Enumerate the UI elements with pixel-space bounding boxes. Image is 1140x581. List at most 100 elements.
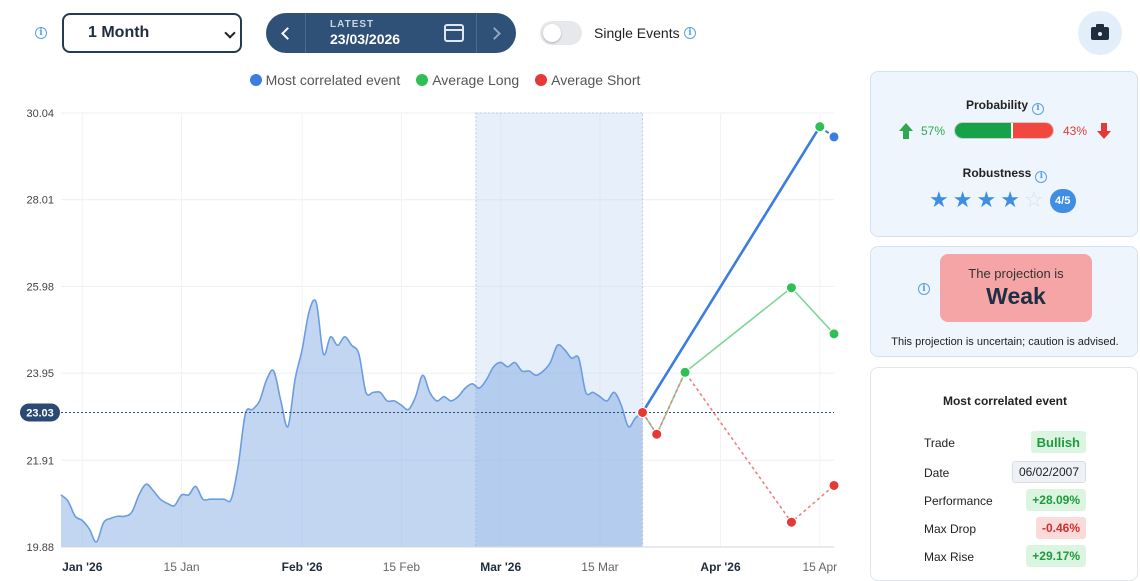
probability-title: Probability bbox=[965, 98, 1028, 112]
probability-bar-long bbox=[955, 123, 1011, 138]
legend-label: Most correlated event bbox=[265, 72, 401, 88]
legend-marker bbox=[416, 74, 429, 86]
probability-heading: Probability i bbox=[871, 98, 1139, 115]
projection-info-icon[interactable]: i bbox=[918, 283, 930, 295]
series-point-average-long bbox=[814, 121, 826, 133]
series-point-average-short bbox=[785, 516, 797, 528]
highlight-band bbox=[475, 112, 644, 548]
period-info-icon[interactable]: i bbox=[35, 27, 47, 39]
series-point-average-short bbox=[828, 479, 840, 491]
camera-icon bbox=[1091, 24, 1109, 40]
long-probability: 57% bbox=[921, 124, 946, 138]
robustness-title: Robustness bbox=[962, 166, 1032, 180]
legend-item-most-correlated[interactable]: Most correlated event bbox=[249, 72, 401, 88]
single-events-label: Single Events bbox=[594, 25, 680, 41]
y-tick-label: 21.91 bbox=[26, 455, 54, 467]
probability-bar-short bbox=[1010, 123, 1053, 138]
current-value-label: 23.03 bbox=[26, 407, 54, 419]
max-rise-value: +29.17% bbox=[1026, 545, 1086, 567]
calendar-icon[interactable] bbox=[444, 24, 464, 42]
y-tick-label: 28.01 bbox=[26, 195, 54, 207]
y-tick-label: 23.95 bbox=[26, 368, 54, 380]
series-line-average-short bbox=[641, 370, 835, 524]
single-events-toggle[interactable] bbox=[540, 21, 582, 45]
robustness-heading: Robustness i bbox=[871, 166, 1139, 183]
x-tick-label: 15 Jan bbox=[164, 560, 200, 574]
projection-panel: i The projection is Weak This projection… bbox=[870, 246, 1138, 357]
max-rise-row: Max Rise +29.17% bbox=[924, 545, 1086, 567]
date-value: 06/02/2007 bbox=[1011, 461, 1086, 483]
legend-marker bbox=[249, 74, 262, 86]
series-line-most-correlated-event bbox=[641, 125, 821, 414]
performance-row: Performance +28.09% bbox=[924, 489, 1086, 511]
series-point-average-long bbox=[785, 282, 797, 294]
x-tick-label: Jan '26 bbox=[62, 560, 103, 574]
history-area bbox=[61, 299, 643, 547]
previous-date-button[interactable] bbox=[266, 13, 306, 53]
star-empty-icon: ☆ bbox=[1023, 188, 1044, 213]
y-tick-label: 25.98 bbox=[26, 281, 54, 293]
toggle-knob bbox=[543, 24, 561, 42]
projection-label: The projection is bbox=[968, 266, 1064, 281]
trade-value: Bullish bbox=[1030, 431, 1086, 453]
next-date-button[interactable] bbox=[476, 13, 516, 53]
series-point-most-correlated bbox=[828, 131, 840, 143]
projection-note: This projection is uncertain; caution is… bbox=[891, 336, 1119, 348]
correlated-event-title: Most correlated event bbox=[942, 394, 1068, 408]
probability-info-icon[interactable]: i bbox=[1032, 102, 1044, 115]
period-select[interactable]: 1 Month bbox=[62, 13, 242, 53]
date-row: Date 06/02/2007 bbox=[924, 461, 1086, 483]
latest-date: 23/03/2026 bbox=[330, 31, 401, 47]
star-filled-icon: ★ bbox=[952, 188, 973, 213]
legend-item-average-short[interactable]: Average Short bbox=[535, 72, 640, 88]
x-tick-label: 15 Apr bbox=[802, 560, 837, 574]
probability-bar bbox=[954, 122, 1054, 139]
chevron-right-icon bbox=[488, 26, 501, 40]
series-point-average-long bbox=[828, 328, 840, 340]
max-drop-label: Max Drop bbox=[924, 522, 977, 536]
performance-label: Performance bbox=[924, 494, 993, 508]
series-point-average-short bbox=[651, 428, 663, 440]
series-point-origin bbox=[637, 406, 649, 418]
arrow-up-icon bbox=[899, 123, 913, 139]
current-value-badge bbox=[20, 403, 60, 422]
robustness-info-icon[interactable]: i bbox=[1035, 170, 1048, 183]
legend-label: Average Long bbox=[432, 72, 520, 88]
x-tick-label: Feb '26 bbox=[282, 560, 323, 574]
performance-value: +28.09% bbox=[1026, 489, 1086, 511]
screenshot-button[interactable] bbox=[1078, 11, 1122, 55]
x-tick-label: 15 Feb bbox=[383, 560, 421, 574]
chevron-down-icon bbox=[224, 27, 236, 39]
latest-label: LATEST bbox=[330, 19, 375, 30]
chevron-left-icon bbox=[281, 26, 294, 40]
x-tick-label: Mar '26 bbox=[480, 560, 521, 574]
chart-legend: Most correlated event Average Long Avera… bbox=[0, 72, 850, 88]
x-tick-label: 15 Mar bbox=[581, 560, 618, 574]
projection-strength: Weak bbox=[986, 283, 1046, 309]
price-chart: 30.04 28.01 25.98 23.95 21.91 19.88 Jan '26 15 … bbox=[20, 108, 840, 574]
robustness-badge: 4/5 bbox=[1049, 189, 1076, 213]
star-filled-icon: ★ bbox=[929, 188, 949, 213]
y-tick-label: 30.04 bbox=[26, 108, 54, 120]
date-navigator: LATEST 23/03/2026 bbox=[266, 13, 516, 53]
trade-row: Trade Bullish bbox=[924, 431, 1086, 453]
single-events-info-icon[interactable]: i bbox=[684, 27, 696, 39]
star-filled-icon: ★ bbox=[1000, 188, 1020, 213]
probability-panel: Probability i 57% 43% Robustness i ★ ★ ★ ★ ☆ 4/… bbox=[870, 71, 1138, 237]
legend-marker bbox=[535, 74, 548, 86]
trade-label: Trade bbox=[924, 436, 955, 450]
arrow-down-icon bbox=[1097, 123, 1111, 139]
projection-strength-box: The projection is Weak bbox=[940, 254, 1092, 322]
max-rise-label: Max Rise bbox=[924, 550, 975, 564]
probability-row: 57% 43% bbox=[871, 122, 1139, 140]
correlated-event-panel: Most correlated event Trade Bullish Date… bbox=[870, 367, 1138, 581]
star-filled-icon: ★ bbox=[976, 188, 997, 213]
date-label: Date bbox=[924, 466, 950, 480]
series-point-average-long bbox=[679, 366, 691, 378]
legend-item-average-long[interactable]: Average Long bbox=[416, 72, 519, 88]
max-drop-value: -0.46% bbox=[1035, 517, 1086, 539]
chart-area: 30.04 28.01 25.98 23.95 21.91 19.88 Jan '26 15 … bbox=[0, 66, 850, 581]
y-tick-label: 19.88 bbox=[26, 542, 54, 554]
max-drop-row: Max Drop -0.46% bbox=[924, 517, 1086, 539]
period-select-value: 1 Month bbox=[88, 24, 150, 41]
